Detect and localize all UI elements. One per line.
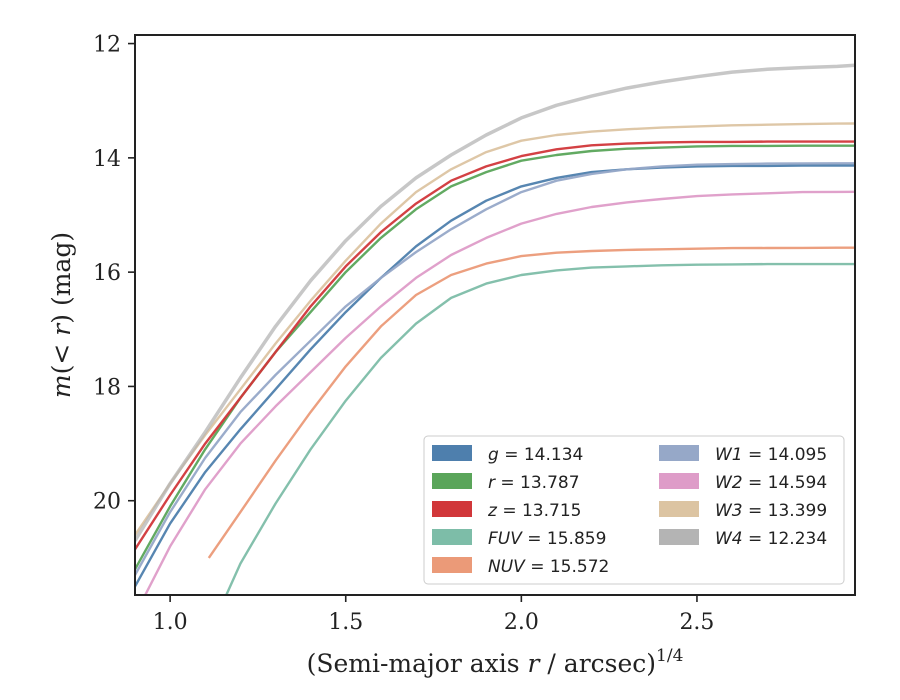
x-tick-label: 1.0: [153, 610, 188, 635]
y-tick-label: 12: [93, 33, 121, 58]
series-line-w3: [135, 122, 855, 536]
legend-swatch: [432, 557, 472, 573]
series-line-nuv: [207, 246, 855, 559]
legend-label: W4 = 12.234: [715, 529, 827, 549]
series-line-z: [135, 140, 855, 550]
legend-swatch: [659, 473, 699, 489]
legend-label: FUV = 15.859: [488, 529, 606, 549]
legend-swatch: [659, 445, 699, 461]
series-line-w2: [143, 190, 855, 595]
x-tick-label: 1.5: [328, 610, 363, 635]
y-tick-label: 18: [93, 375, 121, 400]
y-axis: 12 14 16 18 20: [93, 33, 135, 515]
y-axis-label: m(< r) (mag): [47, 232, 76, 398]
x-tick-label: 2.5: [679, 610, 714, 635]
series-line-w4: [135, 63, 855, 542]
series-line-g: [135, 164, 855, 587]
x-tick-label: 2.0: [504, 610, 539, 635]
series-line-w1: [135, 162, 855, 576]
legend-swatch: [659, 529, 699, 545]
series-line-fuv: [225, 262, 855, 595]
y-tick-label: 20: [93, 490, 121, 515]
legend-label: z = 13.715: [487, 501, 581, 521]
legend-swatch: [432, 445, 472, 461]
legend-label: g = 14.134: [488, 445, 583, 465]
legend-swatch: [432, 473, 472, 489]
series-lines: [135, 63, 855, 595]
legend-label: W2 = 14.594: [715, 473, 827, 493]
legend-swatch: [432, 501, 472, 517]
legend-label: W1 = 14.095: [715, 445, 827, 465]
legend-box: [423, 435, 845, 585]
legend-swatch: [432, 529, 472, 545]
legend-swatch: [659, 501, 699, 517]
plot-frame: [134, 34, 856, 596]
legend: g = 14.134 r = 13.787 z = 13.715 FUV = 15.8…: [423, 435, 845, 585]
x-axis-label: (Semi-major axis r / arcsec)1/4: [307, 646, 684, 678]
y-tick-label: 14: [93, 147, 121, 172]
legend-label: NUV = 15.572: [488, 557, 609, 577]
y-tick-label: 16: [93, 261, 121, 286]
legend-label: W3 = 13.399: [715, 501, 827, 521]
x-axis: 1.0 1.5 2.0 2.5: [153, 595, 714, 635]
legend-label: r = 13.787: [488, 473, 580, 493]
